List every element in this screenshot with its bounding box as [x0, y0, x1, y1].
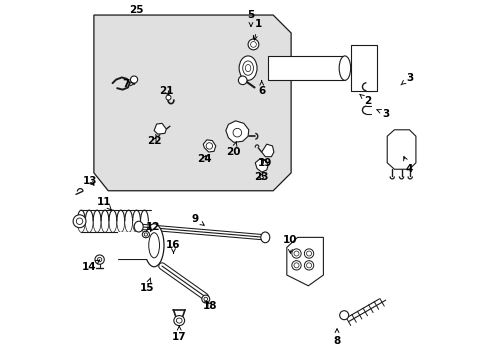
Ellipse shape	[242, 61, 253, 75]
Circle shape	[97, 257, 102, 262]
Text: 19: 19	[258, 158, 272, 168]
Bar	[351, 45, 376, 91]
Text: 17: 17	[172, 326, 186, 342]
Circle shape	[206, 143, 212, 149]
Text: 1: 1	[253, 19, 261, 40]
Text: 9: 9	[191, 214, 204, 225]
Circle shape	[304, 249, 313, 258]
Text: 11: 11	[97, 197, 111, 210]
Circle shape	[95, 255, 104, 264]
Ellipse shape	[339, 56, 350, 80]
Ellipse shape	[148, 233, 159, 258]
Text: 15: 15	[140, 278, 154, 293]
Ellipse shape	[142, 231, 149, 238]
Text: 16: 16	[166, 240, 181, 253]
Circle shape	[233, 129, 241, 137]
Polygon shape	[261, 144, 273, 157]
Ellipse shape	[260, 232, 269, 243]
Text: 6: 6	[258, 81, 265, 96]
Circle shape	[306, 251, 311, 256]
Circle shape	[291, 249, 301, 258]
Circle shape	[293, 251, 298, 256]
Ellipse shape	[174, 316, 184, 325]
Circle shape	[293, 263, 298, 268]
Text: 3: 3	[400, 73, 412, 85]
Text: 18: 18	[203, 301, 217, 311]
Text: 23: 23	[254, 172, 268, 182]
Circle shape	[76, 218, 82, 225]
Circle shape	[304, 261, 313, 270]
Ellipse shape	[239, 56, 257, 80]
Ellipse shape	[144, 224, 163, 267]
Bar	[267, 56, 344, 80]
Circle shape	[165, 95, 171, 100]
Ellipse shape	[134, 221, 143, 232]
Text: 12: 12	[145, 222, 160, 232]
Text: 21: 21	[159, 86, 173, 96]
Text: 25: 25	[129, 5, 143, 15]
Text: 14: 14	[82, 260, 100, 272]
Text: 5: 5	[247, 10, 254, 26]
Text: 8: 8	[333, 329, 340, 346]
Text: 3: 3	[376, 109, 389, 119]
Text: 20: 20	[225, 141, 240, 157]
Polygon shape	[386, 130, 415, 169]
Polygon shape	[286, 237, 323, 286]
Circle shape	[238, 76, 246, 85]
Polygon shape	[154, 123, 166, 134]
Text: 22: 22	[146, 136, 161, 146]
Text: 4: 4	[403, 157, 412, 174]
Polygon shape	[255, 159, 267, 172]
Ellipse shape	[245, 64, 250, 72]
Ellipse shape	[202, 295, 209, 303]
Polygon shape	[203, 140, 215, 152]
Bar	[118, 231, 154, 259]
Circle shape	[291, 261, 301, 270]
Circle shape	[73, 215, 86, 228]
Text: 24: 24	[197, 154, 211, 164]
Polygon shape	[94, 15, 290, 191]
Text: 7: 7	[122, 79, 135, 89]
Ellipse shape	[203, 297, 207, 301]
Text: 13: 13	[82, 176, 97, 186]
Circle shape	[250, 41, 256, 47]
Circle shape	[247, 39, 258, 50]
Text: 10: 10	[283, 235, 297, 253]
Circle shape	[130, 76, 137, 83]
Text: 2: 2	[359, 94, 371, 106]
Ellipse shape	[176, 318, 182, 323]
Ellipse shape	[144, 233, 147, 236]
Polygon shape	[225, 121, 248, 142]
Ellipse shape	[339, 311, 348, 320]
Circle shape	[306, 263, 311, 268]
